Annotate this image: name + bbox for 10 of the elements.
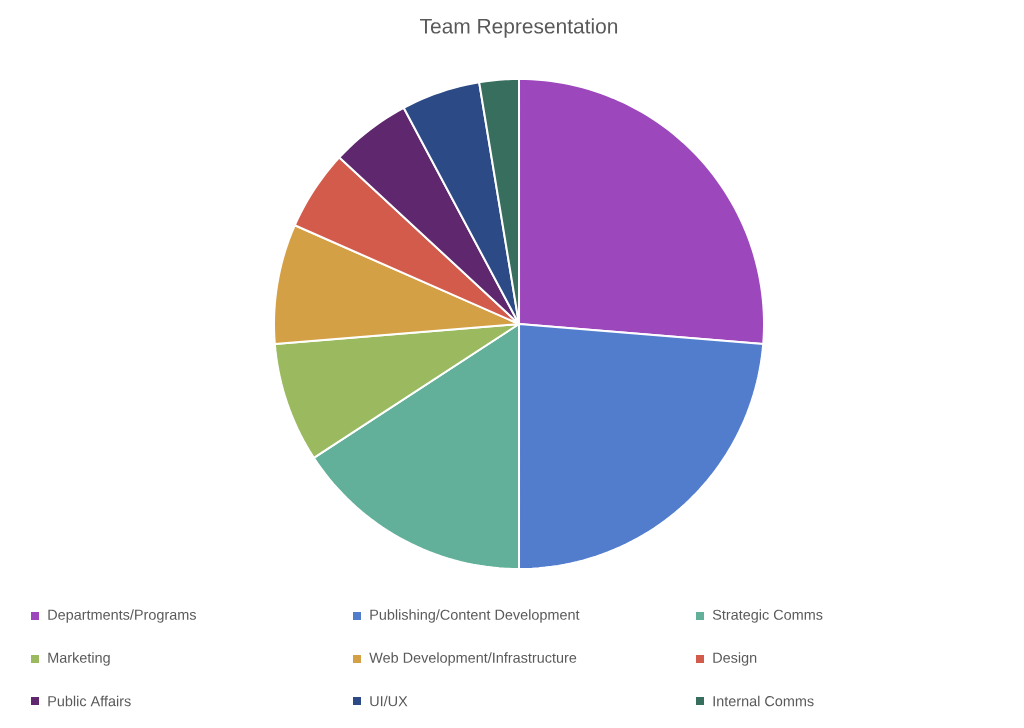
legend-label: Departments/Programs xyxy=(48,609,196,623)
chart-title: Team Representation xyxy=(420,18,618,38)
legend-label: UI/UX xyxy=(370,695,408,707)
legend-label: Public Affairs xyxy=(48,695,131,707)
legend-label: Design xyxy=(713,652,757,666)
legend-label: Web Development/Infrastructure xyxy=(369,652,577,666)
legend-label: Publishing/Content Development xyxy=(370,609,580,623)
legend-label: Marketing xyxy=(48,652,110,666)
legend-label: Strategic Comms xyxy=(712,609,823,623)
legend-label: Internal Comms xyxy=(713,695,814,707)
